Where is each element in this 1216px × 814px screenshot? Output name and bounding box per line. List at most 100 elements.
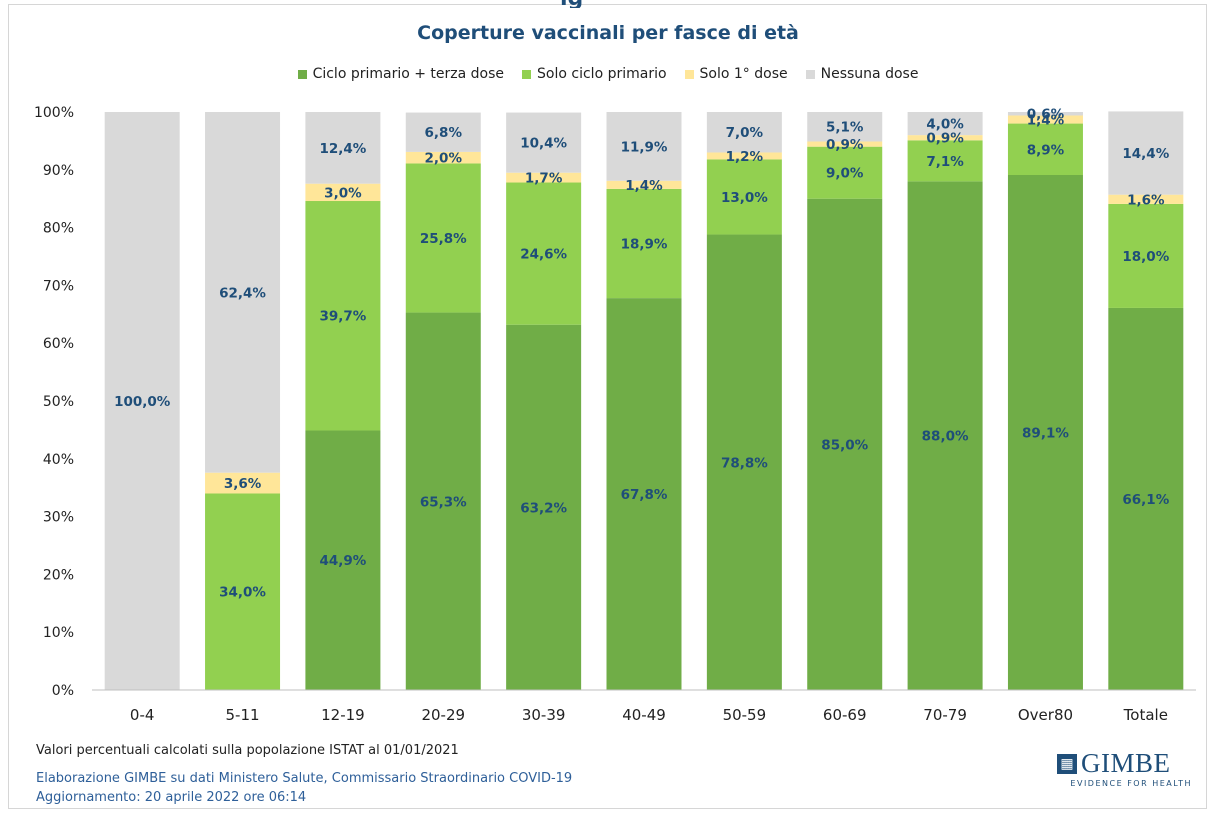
- bar-segment: [1007, 112, 1083, 116]
- bar-segment: [606, 112, 682, 181]
- legend-label-solo-prima: Solo 1° dose: [699, 66, 788, 82]
- data-label: 18,0%: [1122, 249, 1169, 265]
- data-label: 7,1%: [926, 154, 964, 170]
- x-tick-label: 0-4: [130, 706, 155, 724]
- bar-segment: [305, 430, 381, 690]
- legend-item-ciclo-terza: Ciclo primario + terza dose: [297, 66, 505, 82]
- data-label: 1,6%: [1127, 192, 1165, 208]
- bar-segment: [1007, 175, 1083, 690]
- data-label: 4,0%: [926, 117, 964, 133]
- source-line: Elaborazione GIMBE su dati Ministero Sal…: [36, 771, 573, 786]
- y-tick-label: 20%: [43, 567, 74, 583]
- y-tick-label: 0%: [52, 683, 74, 699]
- bar-segment: [506, 324, 582, 690]
- x-tick-label: 50-59: [723, 706, 767, 724]
- bar-segment: [606, 180, 682, 189]
- legend-label-ciclo-terza: Ciclo primario + terza dose: [312, 66, 505, 82]
- data-label: 100,0%: [114, 394, 171, 410]
- bar-segment: [1108, 111, 1184, 195]
- logo-name: GIMBE: [1081, 748, 1171, 778]
- x-tick-label: Over80: [1018, 706, 1073, 724]
- bar-segment: [506, 172, 582, 183]
- bar-segment: [205, 493, 281, 690]
- bar-segment: [305, 201, 381, 431]
- bar-segment: [807, 146, 883, 199]
- stacked-bar-chart: 0% 10% 20% 30% 40% 50% 60% 70% 80% 90% 100% 100,0% 3…: [34, 105, 1196, 724]
- x-tick-label: 70-79: [923, 706, 967, 724]
- data-label: 44,9%: [319, 553, 366, 569]
- data-label: 9,0%: [826, 166, 864, 182]
- chart-title: Coperture vaccinali per fasce di età: [417, 22, 799, 44]
- bar-segment: [205, 472, 281, 494]
- data-label: 25,8%: [420, 231, 467, 247]
- data-label: 5,1%: [826, 120, 864, 136]
- y-tick-label: 80%: [43, 221, 74, 237]
- data-label: 0,6%: [1027, 107, 1065, 123]
- bar-segment: [807, 198, 883, 690]
- bar-segment: [1108, 194, 1184, 204]
- y-tick-label: 40%: [43, 452, 74, 468]
- data-label: 85,0%: [821, 437, 868, 453]
- legend-label-solo-ciclo: Solo ciclo primario: [537, 66, 667, 82]
- top-text: ig: [560, 0, 660, 8]
- data-label: 0,9%: [826, 137, 864, 153]
- y-tick-label: 60%: [43, 336, 74, 352]
- data-label: 1,4%: [625, 178, 663, 194]
- bar-segment: [1108, 307, 1184, 690]
- y-tick-label: 10%: [43, 625, 74, 641]
- data-label: 10,4%: [520, 136, 567, 152]
- bar-segment: [405, 112, 481, 152]
- data-label: 12,4%: [319, 141, 366, 157]
- data-label: 34,0%: [219, 585, 266, 601]
- data-label: 7,0%: [726, 125, 764, 141]
- bar-segment: [706, 234, 782, 690]
- data-label: 63,2%: [520, 500, 567, 516]
- x-tick-label: 60-69: [823, 706, 867, 724]
- data-label: 3,0%: [324, 185, 362, 201]
- data-label: 89,1%: [1022, 426, 1069, 442]
- data-label: 2,0%: [425, 151, 463, 167]
- bar-segment: [1007, 123, 1083, 176]
- bar-segment: [1007, 115, 1083, 124]
- source-block: Elaborazione GIMBE su dati Ministero Sal…: [36, 769, 572, 807]
- gimbe-logo-icon: ▦: [1057, 753, 1077, 774]
- data-label: 1,7%: [525, 171, 563, 187]
- bar-segment: [907, 112, 983, 136]
- bar-segment: [1108, 203, 1184, 308]
- bar-segment: [305, 112, 381, 184]
- legend-swatch-solo-prima: [684, 69, 694, 79]
- bar-segment: [405, 163, 481, 313]
- bar-segment: [104, 112, 180, 690]
- data-label: 6,8%: [425, 125, 463, 141]
- data-label: 24,6%: [520, 247, 567, 263]
- legend-label-nessuna: Nessuna dose: [820, 66, 919, 82]
- data-label: 3,6%: [224, 476, 262, 492]
- y-tick-label: 90%: [43, 163, 74, 179]
- legend-swatch-nessuna: [805, 69, 815, 79]
- chart-legend: Ciclo primario + terza dose Solo ciclo p…: [0, 66, 1216, 82]
- bar-segment: [706, 112, 782, 153]
- x-tick-label: Totale: [1123, 706, 1168, 724]
- data-label: 39,7%: [319, 309, 366, 325]
- x-tick-label: 30-39: [522, 706, 566, 724]
- data-label: 13,0%: [721, 190, 768, 206]
- update-line: Aggiornamento: 20 aprile 2022 ore 06:14: [36, 790, 307, 805]
- gimbe-logo: ▦ GIMBE EVIDENCE FOR HEALTH: [1057, 748, 1192, 788]
- data-label: 62,4%: [219, 285, 266, 301]
- bar-segment: [907, 140, 983, 182]
- data-label: 88,0%: [922, 429, 969, 445]
- data-label: 67,8%: [621, 487, 668, 503]
- data-label: 1,4%: [1027, 113, 1065, 129]
- data-label: 18,9%: [621, 236, 668, 252]
- logo-tagline: EVIDENCE FOR HEALTH: [1070, 779, 1192, 788]
- data-label: 78,8%: [721, 455, 768, 471]
- bar-segment: [606, 188, 682, 299]
- bar-segment: [305, 183, 381, 202]
- bar-segment: [205, 112, 281, 473]
- y-tick-label: 100%: [34, 105, 74, 121]
- data-label: 14,4%: [1122, 146, 1169, 162]
- bar-segment: [807, 112, 883, 142]
- data-label: 65,3%: [420, 494, 467, 510]
- bar-segment: [706, 159, 782, 235]
- footnote: Valori percentuali calcolati sulla popol…: [36, 743, 459, 758]
